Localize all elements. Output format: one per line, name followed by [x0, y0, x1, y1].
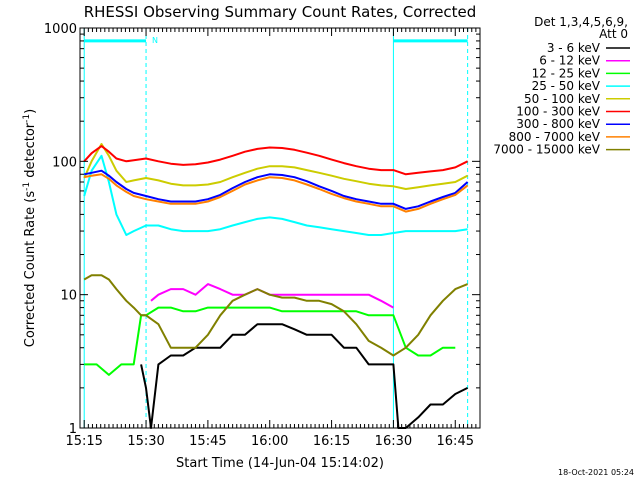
y-axis-label: Corrected Count Rate (s-1 detector-1)	[22, 109, 38, 347]
legend-label: 12 - 25 keV	[532, 66, 601, 80]
y-axis-label-part1: Corrected Count Rate (s	[23, 191, 38, 348]
legend-label: 50 - 100 keV	[524, 92, 601, 106]
chart-title: RHESSI Observing Summary Count Rates, Co…	[84, 3, 477, 21]
series-line	[84, 306, 456, 376]
x-tick-label: 15:45	[189, 434, 226, 449]
plot-series	[83, 143, 469, 429]
night-intervals: N	[83, 28, 469, 428]
x-axis: 15:15 15:30 15:45 16:00 16:15 16:30 16:45	[65, 28, 481, 449]
timestamp: 18-Oct-2021 05:24	[558, 468, 634, 477]
plot-frame	[79, 27, 481, 429]
x-axis-label: Start Time (14-Jun-04 15:14:02)	[176, 456, 384, 471]
x-tick-label: 15:30	[127, 434, 164, 449]
y-tick-label: 100	[52, 155, 77, 170]
x-tick-label: 16:45	[437, 434, 474, 449]
legend-label: 3 - 6 keV	[547, 41, 601, 55]
y-axis: 1 10 100 1000	[44, 22, 480, 437]
y-tick-label: 1000	[44, 22, 77, 37]
x-tick-label: 16:30	[375, 434, 412, 449]
series-line	[140, 323, 469, 429]
legend-label: 25 - 50 keV	[532, 79, 601, 93]
legend-header-line1: Det 1,3,4,5,6,9,	[534, 15, 628, 29]
x-tick-label: 16:15	[313, 434, 350, 449]
series-line	[84, 169, 469, 210]
x-tick-label: 15:15	[65, 434, 102, 449]
series-line	[84, 173, 469, 213]
series-line	[83, 154, 468, 236]
y-axis-label-part2: detector	[23, 122, 38, 182]
legend-label: 100 - 300 keV	[516, 105, 600, 119]
y-tick-label: 1	[69, 422, 77, 437]
y-axis-label-sup2: -1	[22, 114, 32, 123]
legend-label: 6 - 12 keV	[539, 54, 601, 68]
y-axis-label-sup1: -1	[22, 182, 32, 191]
series-line	[83, 143, 469, 190]
x-tick-label: 16:00	[251, 434, 288, 449]
series-line	[83, 274, 468, 357]
legend-label: 300 - 800 keV	[516, 117, 600, 131]
legend-header-line2: Att 0	[599, 27, 628, 41]
y-tick-label: 10	[60, 289, 77, 304]
series-line	[83, 145, 469, 176]
y-axis-label-part3: )	[23, 109, 38, 114]
legend-label: 7000 - 15000 keV	[493, 143, 600, 157]
legend-label: 800 - 7000 keV	[509, 130, 601, 144]
night-marker: N	[152, 36, 158, 45]
